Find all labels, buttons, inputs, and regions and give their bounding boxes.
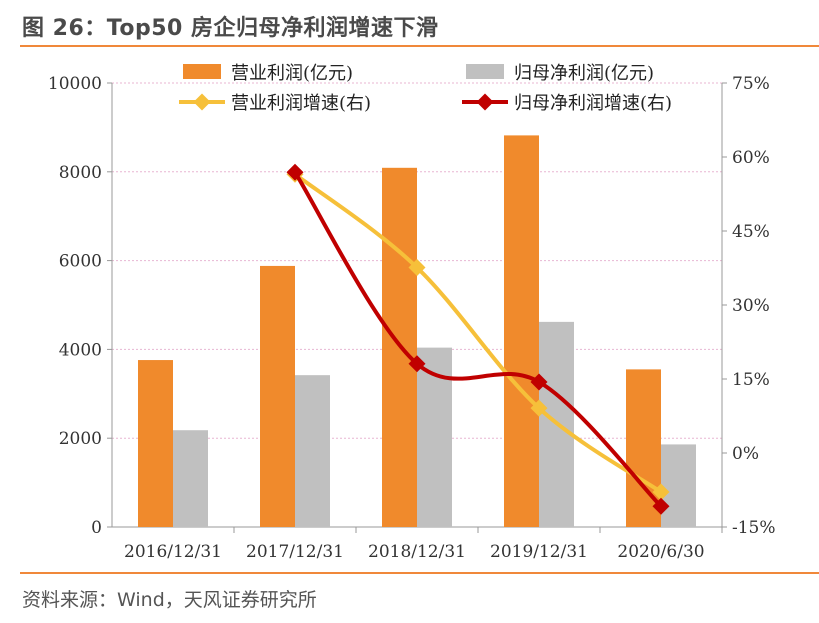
figure-title: 图 26：Top50 房企归母净利润增速下滑 bbox=[22, 16, 439, 41]
right-tick-label: -15% bbox=[732, 518, 776, 538]
legend-swatch-marker bbox=[476, 93, 494, 111]
right-tick-label: 75% bbox=[732, 74, 770, 94]
legend-label: 营业利润增速(右) bbox=[231, 93, 371, 114]
line-marker bbox=[652, 497, 670, 515]
right-tick-label: 0% bbox=[732, 444, 759, 464]
bar-operating-profit bbox=[260, 265, 295, 527]
legend-label: 归母净利润(亿元) bbox=[514, 63, 654, 84]
x-tick-label: 2019/12/31 bbox=[490, 542, 588, 562]
line-marker bbox=[530, 399, 548, 417]
right-tick-label: 45% bbox=[732, 222, 770, 242]
bar-net-profit bbox=[661, 444, 696, 527]
bottom-divider bbox=[20, 572, 819, 574]
source-note: 资料来源：Wind，天风证券研究所 bbox=[22, 589, 317, 611]
right-tick-label: 30% bbox=[732, 296, 770, 316]
left-tick-label: 8000 bbox=[59, 163, 102, 183]
left-tick-label: 2000 bbox=[59, 429, 102, 449]
bar-operating-profit bbox=[138, 360, 173, 527]
bar-operating-profit bbox=[504, 135, 539, 527]
legend-swatch bbox=[466, 64, 504, 79]
right-tick-label: 60% bbox=[732, 148, 770, 168]
bar-net-profit bbox=[295, 375, 330, 527]
left-tick-label: 10000 bbox=[48, 74, 102, 94]
combo-chart: 0 2000 4000 6000 8000 10000 -15% 0% 15% 30% 45% 60%… bbox=[48, 63, 776, 562]
x-tick-label: 2018/12/31 bbox=[368, 542, 466, 562]
top-divider bbox=[20, 45, 819, 47]
line-marker bbox=[652, 483, 670, 501]
line-marker bbox=[530, 373, 548, 391]
left-tick-label: 0 bbox=[91, 518, 102, 538]
legend-swatch-marker bbox=[193, 93, 211, 111]
legend-label: 营业利润(亿元) bbox=[231, 63, 353, 84]
legend-label: 归母净利润增速(右) bbox=[514, 93, 672, 114]
left-tick-label: 4000 bbox=[59, 340, 102, 360]
line-marker bbox=[286, 163, 304, 181]
legend-swatch bbox=[183, 64, 221, 79]
x-tick-label: 2016/12/31 bbox=[124, 542, 222, 562]
line-marker bbox=[408, 355, 426, 373]
right-tick-label: 15% bbox=[732, 370, 770, 390]
x-tick-label: 2017/12/31 bbox=[246, 542, 344, 562]
left-tick-label: 6000 bbox=[59, 252, 102, 272]
x-tick-label: 2020/6/30 bbox=[617, 542, 704, 562]
line-operating-profit-growth bbox=[293, 172, 663, 494]
line-net-profit-growth bbox=[293, 171, 663, 508]
bar-net-profit bbox=[173, 430, 208, 527]
line-marker bbox=[408, 259, 426, 276]
